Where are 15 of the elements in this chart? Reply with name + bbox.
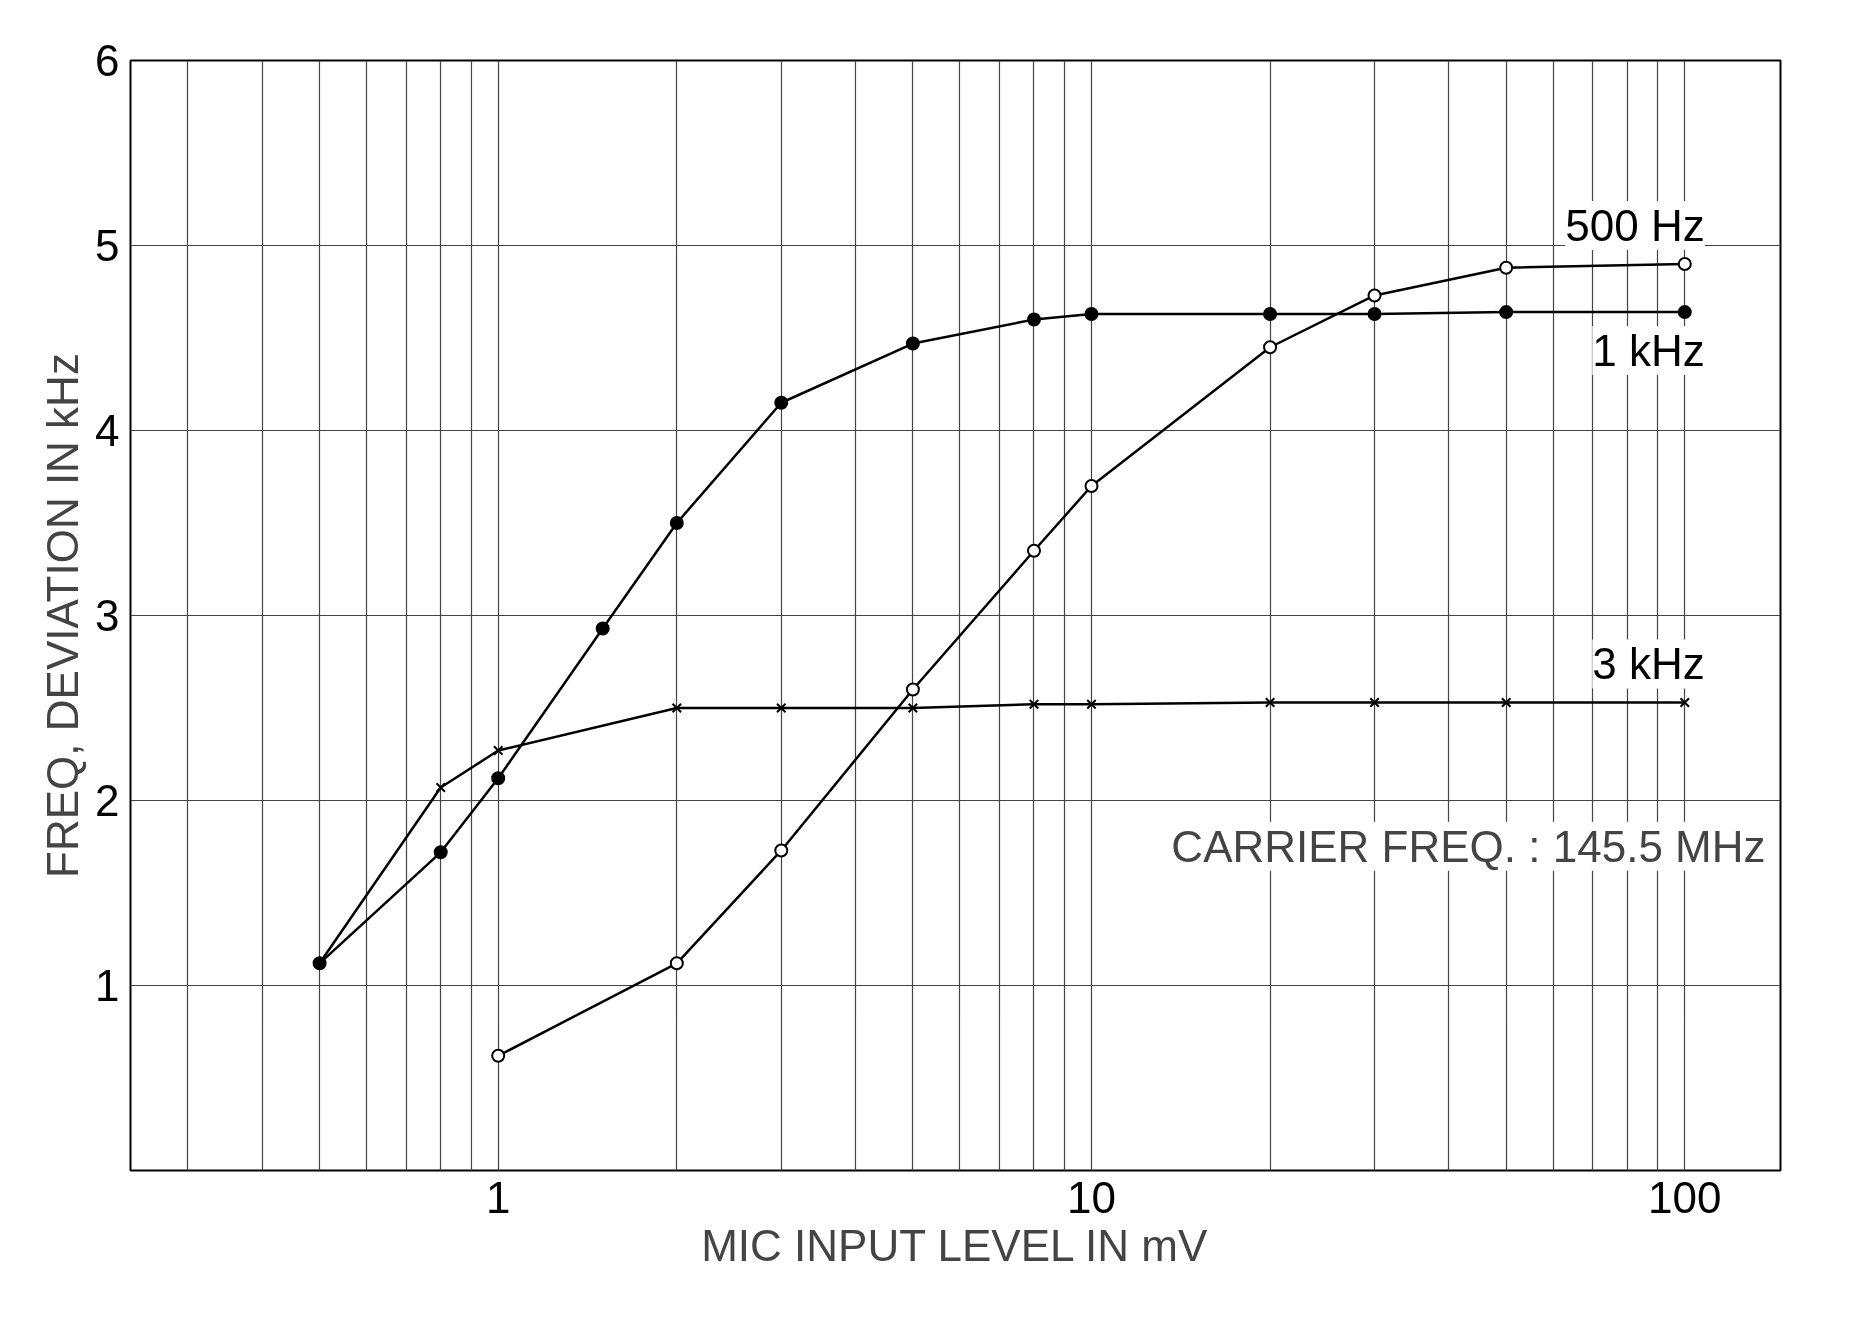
y-tick-label: 2 — [95, 776, 120, 825]
annotation: CARRIER FREQ. : 145.5 MHz — [1171, 821, 1766, 871]
y-tick-label: 6 — [95, 36, 120, 85]
x-tick-label: 100 — [1648, 1172, 1722, 1222]
y-tick-label: 4 — [95, 406, 120, 455]
y-tick-label: 5 — [95, 221, 120, 270]
series-label: 500 Hz — [1565, 201, 1705, 250]
y-tick-label: 1 — [95, 961, 120, 1010]
x-tick-label: 10 — [1067, 1172, 1116, 1222]
y-tick-label: 3 — [95, 591, 120, 640]
x-axis-title: MIC INPUT LEVEL IN mV — [701, 1220, 1208, 1270]
series-label: 3 kHz — [1592, 639, 1705, 689]
x-tick-label: 1 — [485, 1172, 511, 1222]
series-label: 1 kHz — [1592, 326, 1705, 376]
y-axis-title: FREQ, DEVIATION IN kHz — [38, 353, 88, 878]
